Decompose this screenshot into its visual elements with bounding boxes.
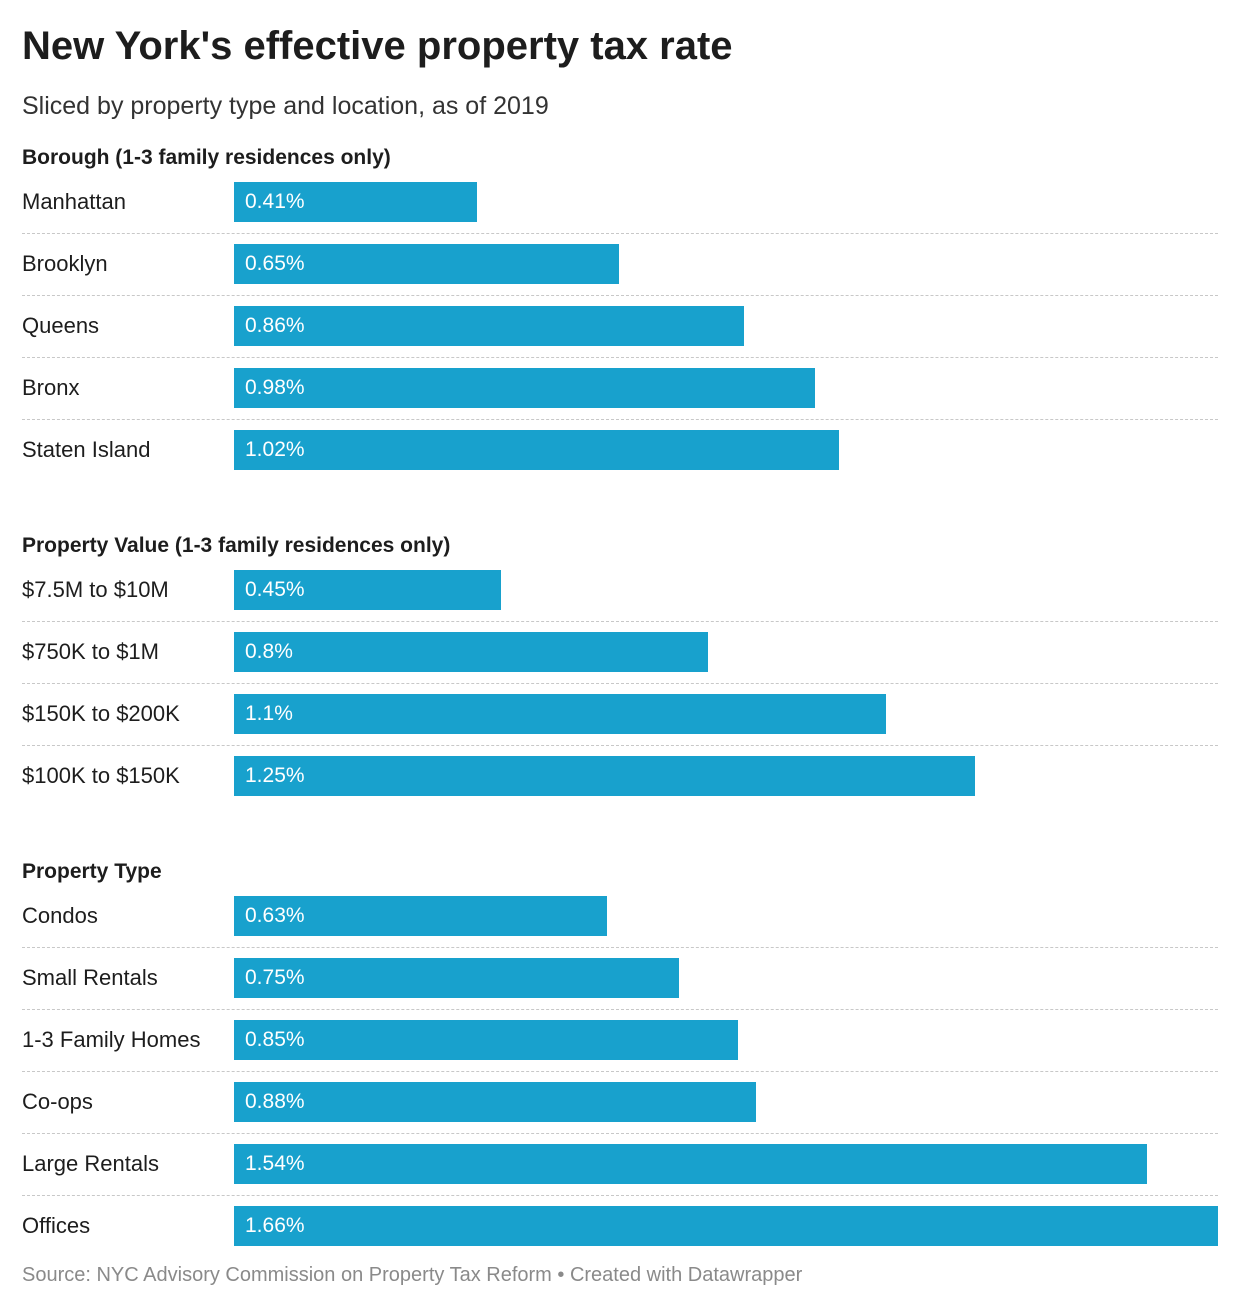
- bar-value-label: 1.25%: [245, 764, 305, 787]
- chart-title: New York's effective property tax rate: [22, 24, 733, 68]
- row-divider: [22, 1195, 1218, 1196]
- row-divider: [22, 233, 1218, 234]
- category-label: Bronx: [22, 375, 80, 400]
- bar: 1.02%: [234, 430, 839, 470]
- row-divider: [22, 683, 1218, 684]
- bar-value-label: 0.63%: [245, 904, 305, 927]
- bar-value-label: 0.45%: [245, 578, 305, 601]
- bar: 0.41%: [234, 182, 477, 222]
- footer-separator: •: [551, 1264, 570, 1286]
- category-label: Manhattan: [22, 189, 126, 214]
- category-label: $7.5M to $10M: [22, 577, 169, 602]
- category-label: $750K to $1M: [22, 639, 159, 664]
- row-divider: [22, 357, 1218, 358]
- category-label: Queens: [22, 313, 100, 338]
- bar: 0.98%: [234, 368, 815, 408]
- bar-value-label: 1.1%: [245, 702, 293, 725]
- bar: 1.1%: [234, 694, 886, 734]
- bar-value-label: 1.54%: [245, 1152, 305, 1175]
- category-label: $100K to $150K: [22, 763, 180, 788]
- source-note: Source: NYC Advisory Commission on Prope…: [22, 1264, 552, 1286]
- row-divider: [22, 1071, 1218, 1072]
- bar-value-label: 0.41%: [245, 190, 305, 213]
- bar-value-label: 0.85%: [245, 1028, 305, 1051]
- category-label: 1-3 Family Homes: [22, 1027, 201, 1052]
- bar-value-label: 0.75%: [245, 966, 305, 989]
- bar-value-label: 1.02%: [245, 438, 305, 461]
- category-label: Small Rentals: [22, 965, 158, 990]
- category-label: Large Rentals: [22, 1151, 159, 1176]
- bar: 0.65%: [234, 244, 619, 284]
- section-header: Property Type: [22, 860, 162, 883]
- bar-value-label: 0.98%: [245, 376, 305, 399]
- category-label: Staten Island: [22, 437, 151, 462]
- bar: 0.86%: [234, 306, 744, 346]
- bar: 0.8%: [234, 632, 708, 672]
- category-label: Co-ops: [22, 1089, 93, 1114]
- category-label: Condos: [22, 903, 98, 928]
- bar: 1.25%: [234, 756, 975, 796]
- row-divider: [22, 947, 1218, 948]
- chart-footer: Source: NYC Advisory Commission on Prope…: [22, 1262, 802, 1288]
- bar: 1.54%: [234, 1144, 1147, 1184]
- datawrapper-credit[interactable]: Created with Datawrapper: [569, 1264, 803, 1286]
- section-header: Borough (1-3 family residences only): [22, 146, 391, 169]
- category-label: $150K to $200K: [22, 701, 180, 726]
- chart-subtitle: Sliced by property type and location, as…: [22, 92, 549, 120]
- row-divider: [22, 419, 1218, 420]
- row-divider: [22, 1133, 1218, 1134]
- category-label: Offices: [22, 1213, 91, 1238]
- bar: 0.75%: [234, 958, 679, 998]
- bar-value-label: 0.88%: [245, 1090, 305, 1113]
- row-divider: [22, 1009, 1218, 1010]
- bar: 0.85%: [234, 1020, 738, 1060]
- bar: 0.45%: [234, 570, 501, 610]
- category-label: Brooklyn: [22, 251, 108, 276]
- bar-value-label: 0.8%: [245, 640, 293, 663]
- bar-value-label: 1.66%: [245, 1214, 305, 1237]
- bar: 0.88%: [234, 1082, 756, 1122]
- section-header: Property Value (1-3 family residences on…: [22, 534, 451, 557]
- row-divider: [22, 295, 1218, 296]
- bar-value-label: 0.65%: [245, 252, 305, 275]
- bar: 1.66%: [234, 1206, 1218, 1246]
- row-divider: [22, 621, 1218, 622]
- row-divider: [22, 745, 1218, 746]
- bar-value-label: 0.86%: [245, 314, 305, 337]
- bar: 0.63%: [234, 896, 607, 936]
